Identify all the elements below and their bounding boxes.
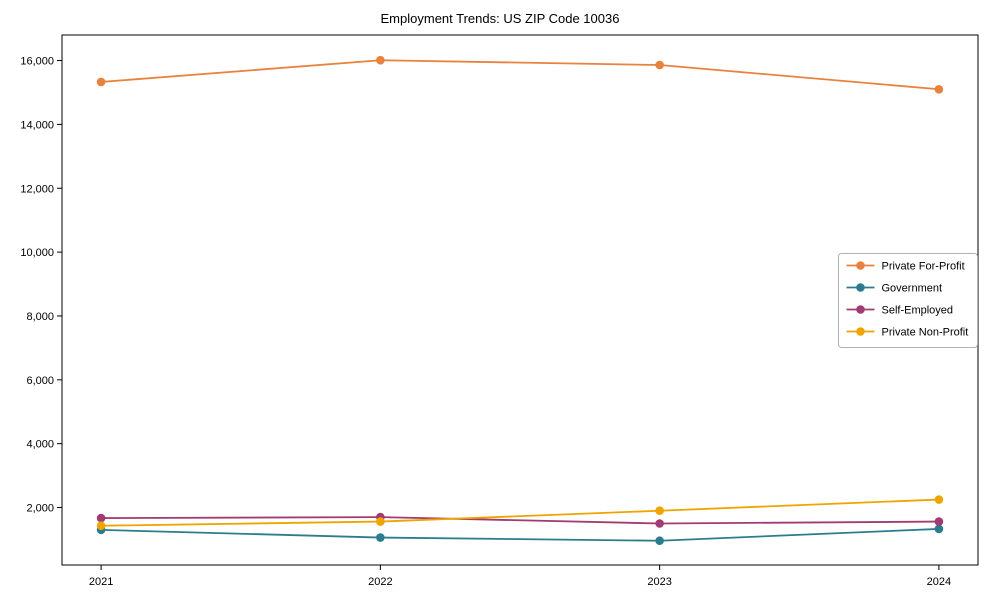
series-line <box>100 516 940 525</box>
legend-marker <box>856 283 865 292</box>
x-tick-label: 2022 <box>368 576 392 588</box>
x-tick-label: 2024 <box>927 576 951 588</box>
data-point-marker <box>655 60 664 70</box>
series-self-employed <box>96 512 944 528</box>
x-axis: 2021 2022 2023 2024 <box>89 565 951 588</box>
series-line <box>100 59 940 91</box>
legend-label: Self-Employed <box>882 305 954 317</box>
data-point-marker <box>655 506 664 516</box>
legend-marker <box>856 327 865 336</box>
y-tick-label: 2,000 <box>26 503 54 515</box>
data-point-marker <box>96 77 106 87</box>
data-point-marker <box>934 495 944 504</box>
y-tick-label: 4,000 <box>26 439 54 451</box>
data-point-marker <box>934 84 944 94</box>
y-tick-label: 8,000 <box>26 311 54 323</box>
series-line <box>100 498 940 527</box>
y-tick-label: 12,000 <box>20 183 54 195</box>
y-axis: 2,000 4,000 6,000 8,000 10,000 12,000 14,000 16… <box>20 56 62 515</box>
data-point-marker <box>376 55 385 65</box>
y-tick-label: 6,000 <box>26 375 54 387</box>
data-point-marker <box>96 513 106 523</box>
legend-item-government: Government <box>846 283 943 295</box>
x-tick-label: 2023 <box>647 576 671 588</box>
legend-marker <box>856 261 865 270</box>
series-private-for-profit <box>96 55 944 94</box>
legend-label: Private For-Profit <box>882 261 965 273</box>
chart-title: Employment Trends: US ZIP Code 10036 <box>380 11 620 26</box>
data-point-marker <box>655 536 664 546</box>
legend-marker <box>856 305 865 314</box>
series-line <box>100 528 940 542</box>
legend-label: Government <box>882 283 943 295</box>
legend: Private For-Profit Government Self-Employe… <box>838 253 978 348</box>
y-tick-label: 10,000 <box>20 247 54 259</box>
series-government <box>96 524 944 546</box>
data-point-marker <box>934 517 944 526</box>
y-tick-label: 14,000 <box>20 119 54 131</box>
data-point-marker <box>376 533 385 542</box>
data-point-marker <box>934 524 944 534</box>
legend-item-private-non-profit: Private Non-Profit <box>846 327 969 339</box>
y-tick-label: 16,000 <box>20 56 54 68</box>
legend-item-self-employed: Self-Employed <box>846 305 954 317</box>
data-point-marker <box>96 521 106 531</box>
legend-box <box>838 253 978 348</box>
data-point-marker <box>376 517 385 526</box>
data-point-marker <box>655 519 664 528</box>
legend-item-private-for-profit: Private For-Profit <box>846 261 965 273</box>
x-tick-label: 2021 <box>89 576 113 588</box>
series-private-non-profit <box>96 495 944 531</box>
legend-label: Private Non-Profit <box>882 327 969 339</box>
